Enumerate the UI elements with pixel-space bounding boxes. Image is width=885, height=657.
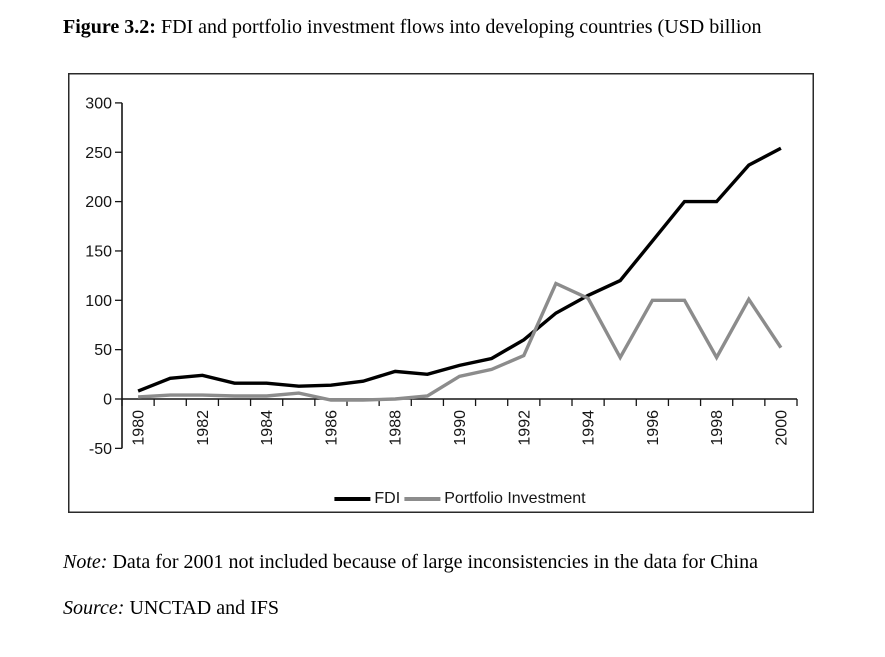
figure-note-label: Note: — [63, 551, 108, 573]
y-tick-label: -50 — [89, 441, 112, 458]
x-tick-label: 1988 — [388, 410, 405, 446]
legend-item-fdi: FDI — [334, 490, 400, 508]
x-tick-label: 1984 — [259, 410, 276, 446]
x-tick-label: 1996 — [645, 410, 662, 446]
portfolio-legend-label: Portfolio Investment — [444, 490, 586, 507]
portfolio-line-swatch — [404, 497, 441, 501]
portfolio-investment-line — [137, 281, 783, 402]
x-tick-label: 1994 — [581, 410, 598, 446]
y-tick-label: 300 — [85, 95, 112, 112]
y-tick-label: 0 — [103, 392, 112, 409]
x-tick-label: 1986 — [323, 410, 340, 446]
y-tick-label: 100 — [85, 293, 112, 310]
figure-source: Source: UNCTAD and IFS — [63, 597, 279, 620]
x-tick-label: 1998 — [709, 410, 726, 446]
figure-source-text: UNCTAD and IFS — [124, 597, 279, 619]
figure-caption-text: FDI and portfolio investment flows into … — [155, 16, 762, 38]
figure-note: Note: Data for 2001 not included because… — [63, 551, 758, 574]
figure-caption: Figure 3.2: FDI and portfolio investment… — [63, 15, 885, 39]
chart-legend: FDI Portfolio Investment — [334, 490, 586, 508]
x-tick-label: 2000 — [773, 410, 790, 446]
x-tick-label: 1980 — [131, 410, 148, 446]
figure-note-text: Data for 2001 not included because of la… — [107, 551, 758, 573]
chart-canvas: 300 250 200 150 100 50 0 -50 1980 1982 1984 1986 198… — [68, 73, 814, 513]
chart-frame: 300 250 200 150 100 50 0 -50 1980 1982 1984 1986 198… — [68, 73, 814, 513]
fdi-line-swatch — [334, 497, 371, 501]
y-tick-label: 250 — [85, 145, 112, 162]
figure-source-label: Source: — [63, 597, 125, 619]
chart-border — [68, 73, 814, 513]
x-tick-label: 1990 — [452, 410, 469, 446]
x-tick-label: 1992 — [516, 410, 533, 446]
figure-caption-label: Figure 3.2: — [63, 16, 156, 38]
x-tick-label: 1982 — [195, 410, 212, 446]
y-tick-label: 200 — [85, 194, 112, 211]
y-tick-label: 50 — [94, 342, 112, 359]
fdi-line — [137, 146, 782, 393]
fdi-legend-label: FDI — [374, 490, 401, 507]
legend-item-portfolio: Portfolio Investment — [404, 490, 586, 508]
y-tick-label: 150 — [85, 243, 112, 260]
